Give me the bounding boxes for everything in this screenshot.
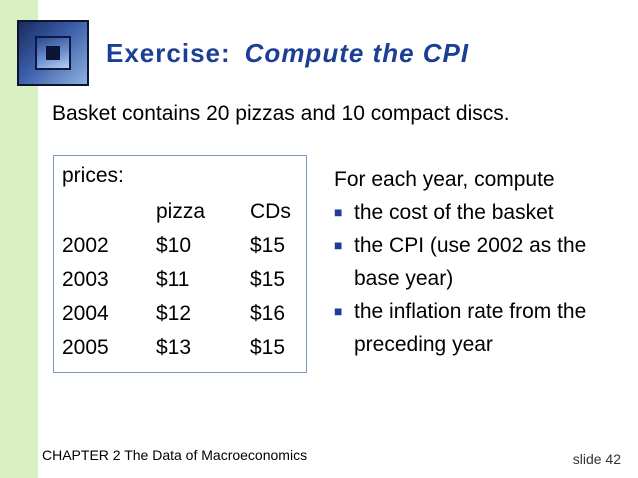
bullet-text: the inflation rate from the preceding ye… [354, 300, 587, 356]
row-pizza-price: $12 [156, 302, 192, 325]
row-year: 2004 [62, 302, 109, 325]
square-bullet-icon: ■ [334, 237, 343, 253]
square-bullet-icon: ■ [334, 303, 343, 319]
row-cds-price: $15 [250, 234, 286, 257]
slide-title: Exercise: Compute the CPI [106, 38, 469, 69]
title-main: Exercise: [106, 38, 231, 68]
instructions-heading: For each year, compute [334, 168, 555, 191]
square-bullet-icon: ■ [334, 204, 343, 220]
row-year: 2002 [62, 234, 109, 257]
footer-slide-number: slide 42 [572, 451, 621, 467]
row-year: 2005 [62, 336, 109, 359]
row-cds-price: $16 [250, 302, 286, 325]
row-cds-price: $15 [250, 336, 286, 359]
row-pizza-price: $10 [156, 234, 192, 257]
logo-image [17, 20, 89, 86]
row-cds-price: $15 [250, 268, 286, 291]
prices-label: prices: [62, 164, 124, 187]
instructions: For each year, compute ■ the cost of the… [334, 163, 590, 361]
footer-chapter: CHAPTER 2 The Data of Macroeconomics [42, 447, 308, 463]
header-cds: CDs [250, 200, 291, 223]
row-year: 2003 [62, 268, 109, 291]
price-table-box: prices: pizza CDs 2002 $10 $15 2003 $11 … [53, 155, 307, 373]
bullet-item: ■ the cost of the basket [334, 196, 590, 229]
bullet-item: ■ the CPI (use 2002 as the base year) [334, 229, 590, 295]
row-pizza-price: $13 [156, 336, 192, 359]
bullet-item: ■ the inflation rate from the preceding … [334, 295, 590, 361]
row-pizza-price: $11 [156, 268, 190, 291]
bullet-text: the cost of the basket [354, 201, 554, 224]
logo-inner-frame [35, 36, 71, 70]
logo-core [46, 46, 60, 60]
title-sub: Compute the CPI [244, 38, 470, 68]
header-pizza: pizza [156, 200, 206, 223]
bullet-text: the CPI (use 2002 as the base year) [354, 234, 587, 290]
basket-text: Basket contains 20 pizzas and 10 compact… [52, 102, 510, 125]
